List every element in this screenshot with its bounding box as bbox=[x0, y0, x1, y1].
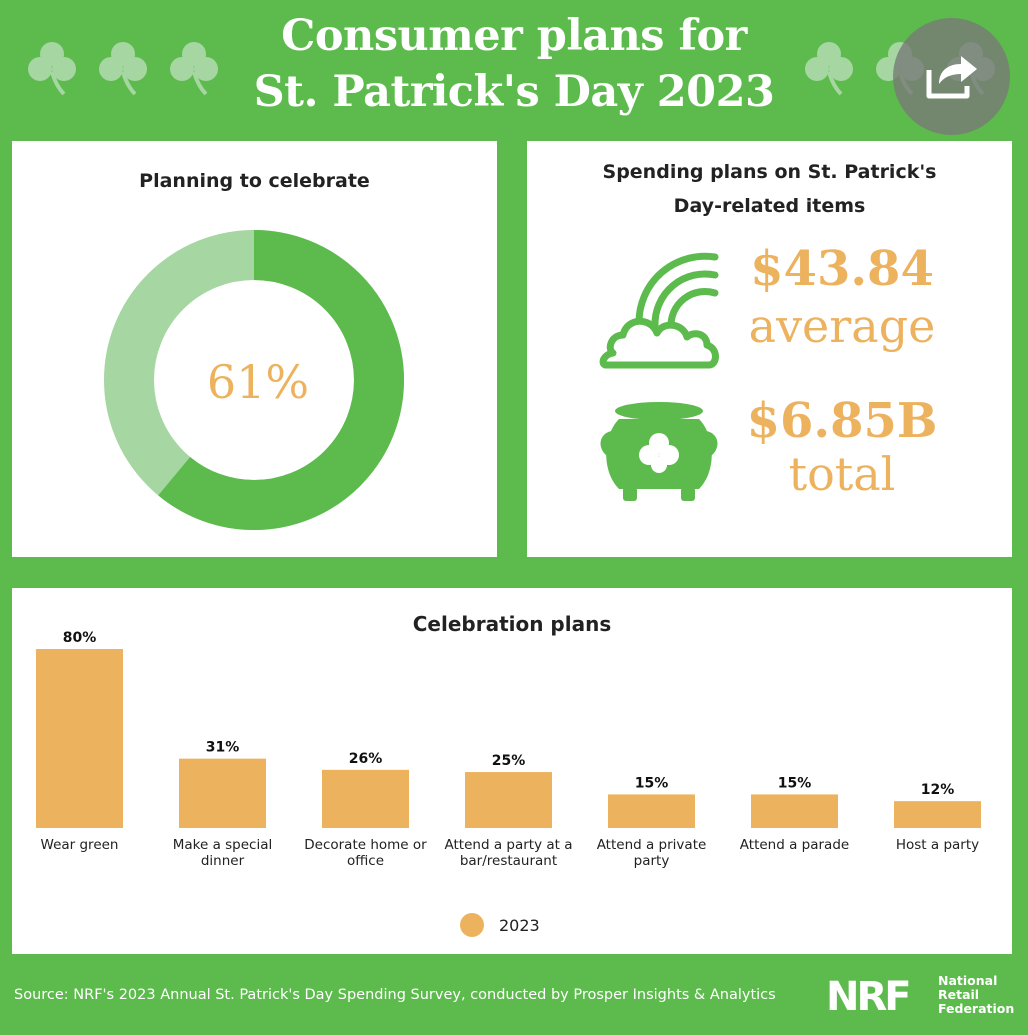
total-spend-value: $6.85B bbox=[746, 393, 938, 449]
category-label: Attend a parade bbox=[740, 837, 849, 853]
bar bbox=[36, 649, 123, 828]
category-label: Host a party bbox=[896, 837, 979, 853]
category-label: bar/restaurant bbox=[460, 853, 557, 869]
bar-value-label: 31% bbox=[206, 740, 240, 756]
pot-of-gold-clover-icon bbox=[600, 402, 718, 501]
share-button[interactable] bbox=[893, 18, 1010, 135]
source-note: Source: NRF's 2023 Annual St. Patrick's … bbox=[14, 987, 776, 1003]
shamrock-icon bbox=[99, 42, 147, 96]
nrf-logo-line-3: Federation bbox=[938, 1001, 1015, 1016]
celebrate-donut-chart bbox=[104, 230, 404, 530]
legend-label: 2023 bbox=[499, 916, 540, 935]
shamrock-icon bbox=[805, 42, 853, 96]
bar-value-label: 80% bbox=[63, 630, 97, 646]
category-label: Attend a private bbox=[597, 837, 707, 853]
average-spend-label: average bbox=[748, 299, 936, 353]
bar-value-label: 15% bbox=[635, 775, 669, 791]
category-label: party bbox=[634, 853, 670, 869]
celebrate-title: Planning to celebrate bbox=[139, 170, 370, 192]
celebrate-panel: Planning to celebrate 61% bbox=[12, 141, 497, 557]
category-label: Decorate home or bbox=[304, 837, 427, 853]
shamrock-decoration-left bbox=[28, 42, 218, 96]
bar bbox=[322, 769, 409, 828]
bar-value-label: 25% bbox=[492, 753, 526, 769]
bar bbox=[608, 794, 695, 828]
rainbow-cloud-icon bbox=[599, 252, 719, 369]
bar bbox=[465, 772, 552, 828]
nrf-logo-mark: NRF bbox=[826, 974, 912, 1020]
category-label: Wear green bbox=[41, 837, 119, 853]
nrf-logo-name: National Retail Federation bbox=[938, 974, 1014, 1016]
spending-title-line-2: Day-related items bbox=[673, 195, 866, 217]
bar-value-label: 12% bbox=[921, 782, 955, 798]
bar-value-label: 26% bbox=[349, 751, 383, 767]
title-line-1: Consumer plans for bbox=[281, 11, 747, 61]
title-line-2: St. Patrick's Day 2023 bbox=[253, 67, 775, 117]
spending-panel: Spending plans on St. Patrick's Day-rela… bbox=[527, 141, 1012, 557]
celebration-plans-panel: 80% Wear green 31% Make a special dinner 26% D… bbox=[12, 588, 1012, 954]
category-label: Attend a party at a bbox=[445, 837, 573, 853]
bar bbox=[894, 801, 981, 828]
bar-value-label: 15% bbox=[778, 775, 812, 791]
share-icon bbox=[926, 56, 977, 99]
legend-swatch bbox=[460, 913, 484, 937]
category-label: dinner bbox=[201, 853, 245, 869]
page-title: Consumer plans for St. Patrick's Day 202… bbox=[0, 8, 1028, 120]
donut-value-arc bbox=[104, 230, 404, 530]
nrf-logo-line-2: Retail bbox=[938, 987, 980, 1002]
spending-title: Spending plans on St. Patrick's Day-rela… bbox=[527, 155, 1012, 223]
category-label: Make a special bbox=[173, 837, 273, 853]
average-spend-value: $43.84 bbox=[750, 241, 934, 297]
nrf-logo-line-1: National bbox=[938, 973, 998, 988]
spending-title-line-1: Spending plans on St. Patrick's bbox=[602, 161, 937, 183]
total-spend-label: total bbox=[788, 447, 896, 501]
celebrate-percent-label: 61% bbox=[206, 355, 310, 409]
category-label: office bbox=[347, 853, 384, 869]
shamrock-icon bbox=[170, 42, 218, 96]
bar bbox=[179, 758, 266, 828]
chart-title: Celebration plans bbox=[412, 612, 612, 636]
shamrock-icon bbox=[28, 42, 76, 96]
bar bbox=[751, 794, 838, 828]
